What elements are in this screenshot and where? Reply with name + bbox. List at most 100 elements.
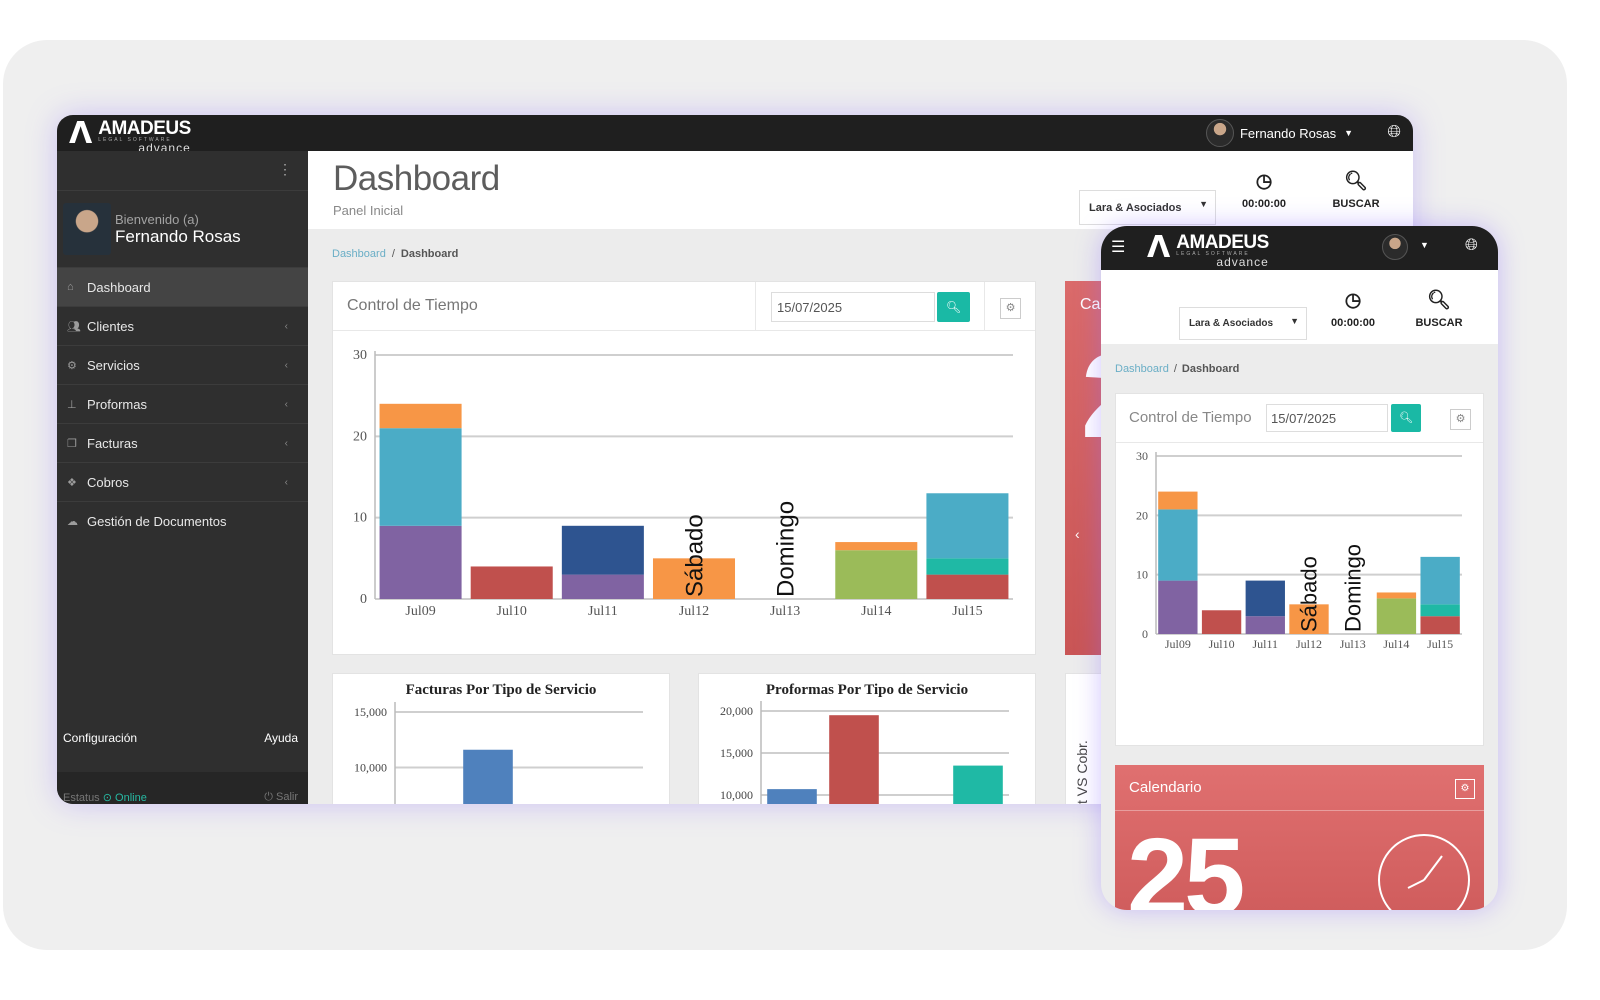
search-label: BUSCAR [1415,317,1463,329]
logout-button[interactable]: ⏻ Salir [264,791,298,803]
y-tick-label: 10,000 [354,761,387,775]
bar-segment [835,542,918,551]
day-annotation: Domingo [1340,544,1365,632]
x-tick-label: Jul12 [1296,637,1322,651]
logo-subtitle: LEGAL SOFTWARE [1176,251,1250,257]
hamburger-icon[interactable]: ☰ [1111,239,1126,256]
y-tick-label: 20 [1136,508,1148,522]
date-search-button[interactable]: 🔍︎ [937,292,970,322]
y-tick-label: 10,000 [720,788,753,802]
breadcrumb-link[interactable]: Dashboard [1115,363,1169,375]
chart-title: Proformas Por Tipo de Servicio [765,682,969,698]
clock-icon: ◷ [1255,171,1273,192]
bar-segment [1201,610,1242,634]
app-logo[interactable]: Λ AMADEUS LEGAL SOFTWARE advance [69,116,191,155]
x-tick-label: Jul09 [405,604,435,619]
firm-select[interactable]: Lara & Asociados ▼ [1179,307,1307,340]
y-tick-label: 20,000 [720,704,753,718]
amadeus-logo-icon: Λ [69,116,93,151]
timer-button[interactable]: ◷ 00:00:00 [1234,171,1294,210]
logo-subtitle: LEGAL SOFTWARE [98,137,172,143]
y-tick-label: 10 [1136,568,1148,582]
help-link[interactable]: Ayuda [264,731,298,745]
facturas-chart: 10,000 15,000 [354,702,643,804]
config-link[interactable]: Configuración [63,731,138,745]
sidebar-item-label: Clientes [87,318,134,334]
search-icon: 🔍︎ [1399,412,1413,424]
caret-down-icon[interactable]: ▼ [1420,240,1429,250]
firm-select[interactable]: Lara & Asociados ▼ [1079,190,1216,225]
x-tick-label: Jul14 [861,604,891,619]
status-indicator: Estatus ⊙ Online [63,792,147,804]
timer-button[interactable]: ◷ 00:00:00 [1323,290,1383,329]
clock-icon: ◷ [1344,290,1362,311]
chevron-left-icon: ‹ [284,320,288,332]
amadeus-logo-icon: Λ [1147,230,1171,265]
sidebar-item-servicios[interactable]: ⚙ Servicios ‹ [57,345,308,384]
date-search-button[interactable]: 🔍︎ [1391,404,1421,432]
y-tick-label: 30 [353,348,367,363]
avatar [63,203,111,255]
sidebar-item-facturas[interactable]: ❐ Facturas ‹ [57,423,308,462]
mobile-navbar: ☰ Λ AMADEUS LEGAL SOFTWARE advance ▼ 🌐︎ [1101,226,1498,270]
bar-segment [926,558,1009,575]
sidebar-item-clientes[interactable]: 👥︎ Clientes ‹ [57,306,308,345]
search-button[interactable]: 🔍︎ BUSCAR [1409,290,1469,329]
chart-title: Facturas Por Tipo de Servicio [405,682,597,698]
sidebar-footer-links: Configuración Ayuda [57,731,308,745]
x-tick-label: Jul11 [1253,637,1279,651]
app-logo[interactable]: Λ AMADEUS LEGAL SOFTWARE advance [1147,230,1269,269]
bar-segment [1158,580,1198,634]
gear-icon[interactable]: ⚙ [1000,298,1021,319]
search-label: BUSCAR [1332,198,1380,210]
timer-value: 00:00:00 [1241,198,1287,210]
bar-segment [1245,580,1285,617]
y-tick-label: 30 [1136,449,1148,463]
breadcrumb-link[interactable]: Dashboard [332,248,386,260]
bar [829,715,879,804]
page-title: Dashboard [333,159,500,198]
bar-segment [379,403,462,429]
chevron-left-icon: ‹ [284,398,288,410]
sidebar-item-dashboard[interactable]: ⌂ Dashboard [57,267,308,306]
x-tick-label: Jul13 [770,604,800,619]
avatar[interactable] [1382,234,1408,260]
bar-segment [470,566,553,599]
calendar-day: 25 [1127,816,1245,911]
top-navbar: Λ AMADEUS LEGAL SOFTWARE advance Fernand… [57,115,1413,155]
globe-icon[interactable]: 🌐︎ [1465,237,1478,254]
sitemap-icon: ⊥ [67,398,77,411]
sidebar-item-proformas[interactable]: ⊥ Proformas ‹ [57,384,308,423]
chevron-left-icon: ‹ [284,359,288,371]
logo-brand: AMADEUS [98,118,191,139]
sidebar-item-documentos[interactable]: ☁ Gestión de Documentos [57,501,308,540]
globe-icon[interactable]: 🌐︎ [1387,122,1401,141]
caret-down-icon: ▼ [1344,128,1353,138]
date-input[interactable] [1266,404,1388,432]
search-icon: 🔍︎ [1426,290,1452,311]
y-tick-label: 0 [360,592,367,607]
bar-segment [1376,592,1417,599]
home-icon: ⌂ [67,281,74,293]
bar-segment [652,558,736,599]
avatar [1205,119,1234,147]
sidebar-options-icon[interactable]: ⋮ [57,151,308,191]
sidebar-item-cobros[interactable]: ❖ Cobros ‹ [57,462,308,501]
caret-down-icon: ▼ [1290,316,1299,326]
x-tick-label: Jul15 [952,604,982,619]
date-input[interactable] [771,292,935,322]
search-button[interactable]: 🔍︎ BUSCAR [1326,171,1386,210]
bar-segment [835,550,918,599]
logo-brand: AMADEUS [1176,232,1269,253]
panel-title: Control de Tiempo [1129,409,1252,426]
gear-icon[interactable]: ⚙ [1450,409,1471,430]
gear-icon[interactable]: ⚙ [1455,779,1475,799]
vs-chart-panel-partial: t VS Cobr. [1065,673,1105,804]
user-menu[interactable]: Fernando Rosas ▼ [1205,119,1353,147]
bar-segment [926,574,1009,599]
chevron-left-icon[interactable]: ‹ [1075,526,1080,542]
x-tick-label: Jul10 [497,604,527,619]
welcome-text: Bienvenido (a) [115,211,199,227]
x-tick-label: Jul10 [1209,637,1235,651]
bar-segment [1420,604,1460,617]
